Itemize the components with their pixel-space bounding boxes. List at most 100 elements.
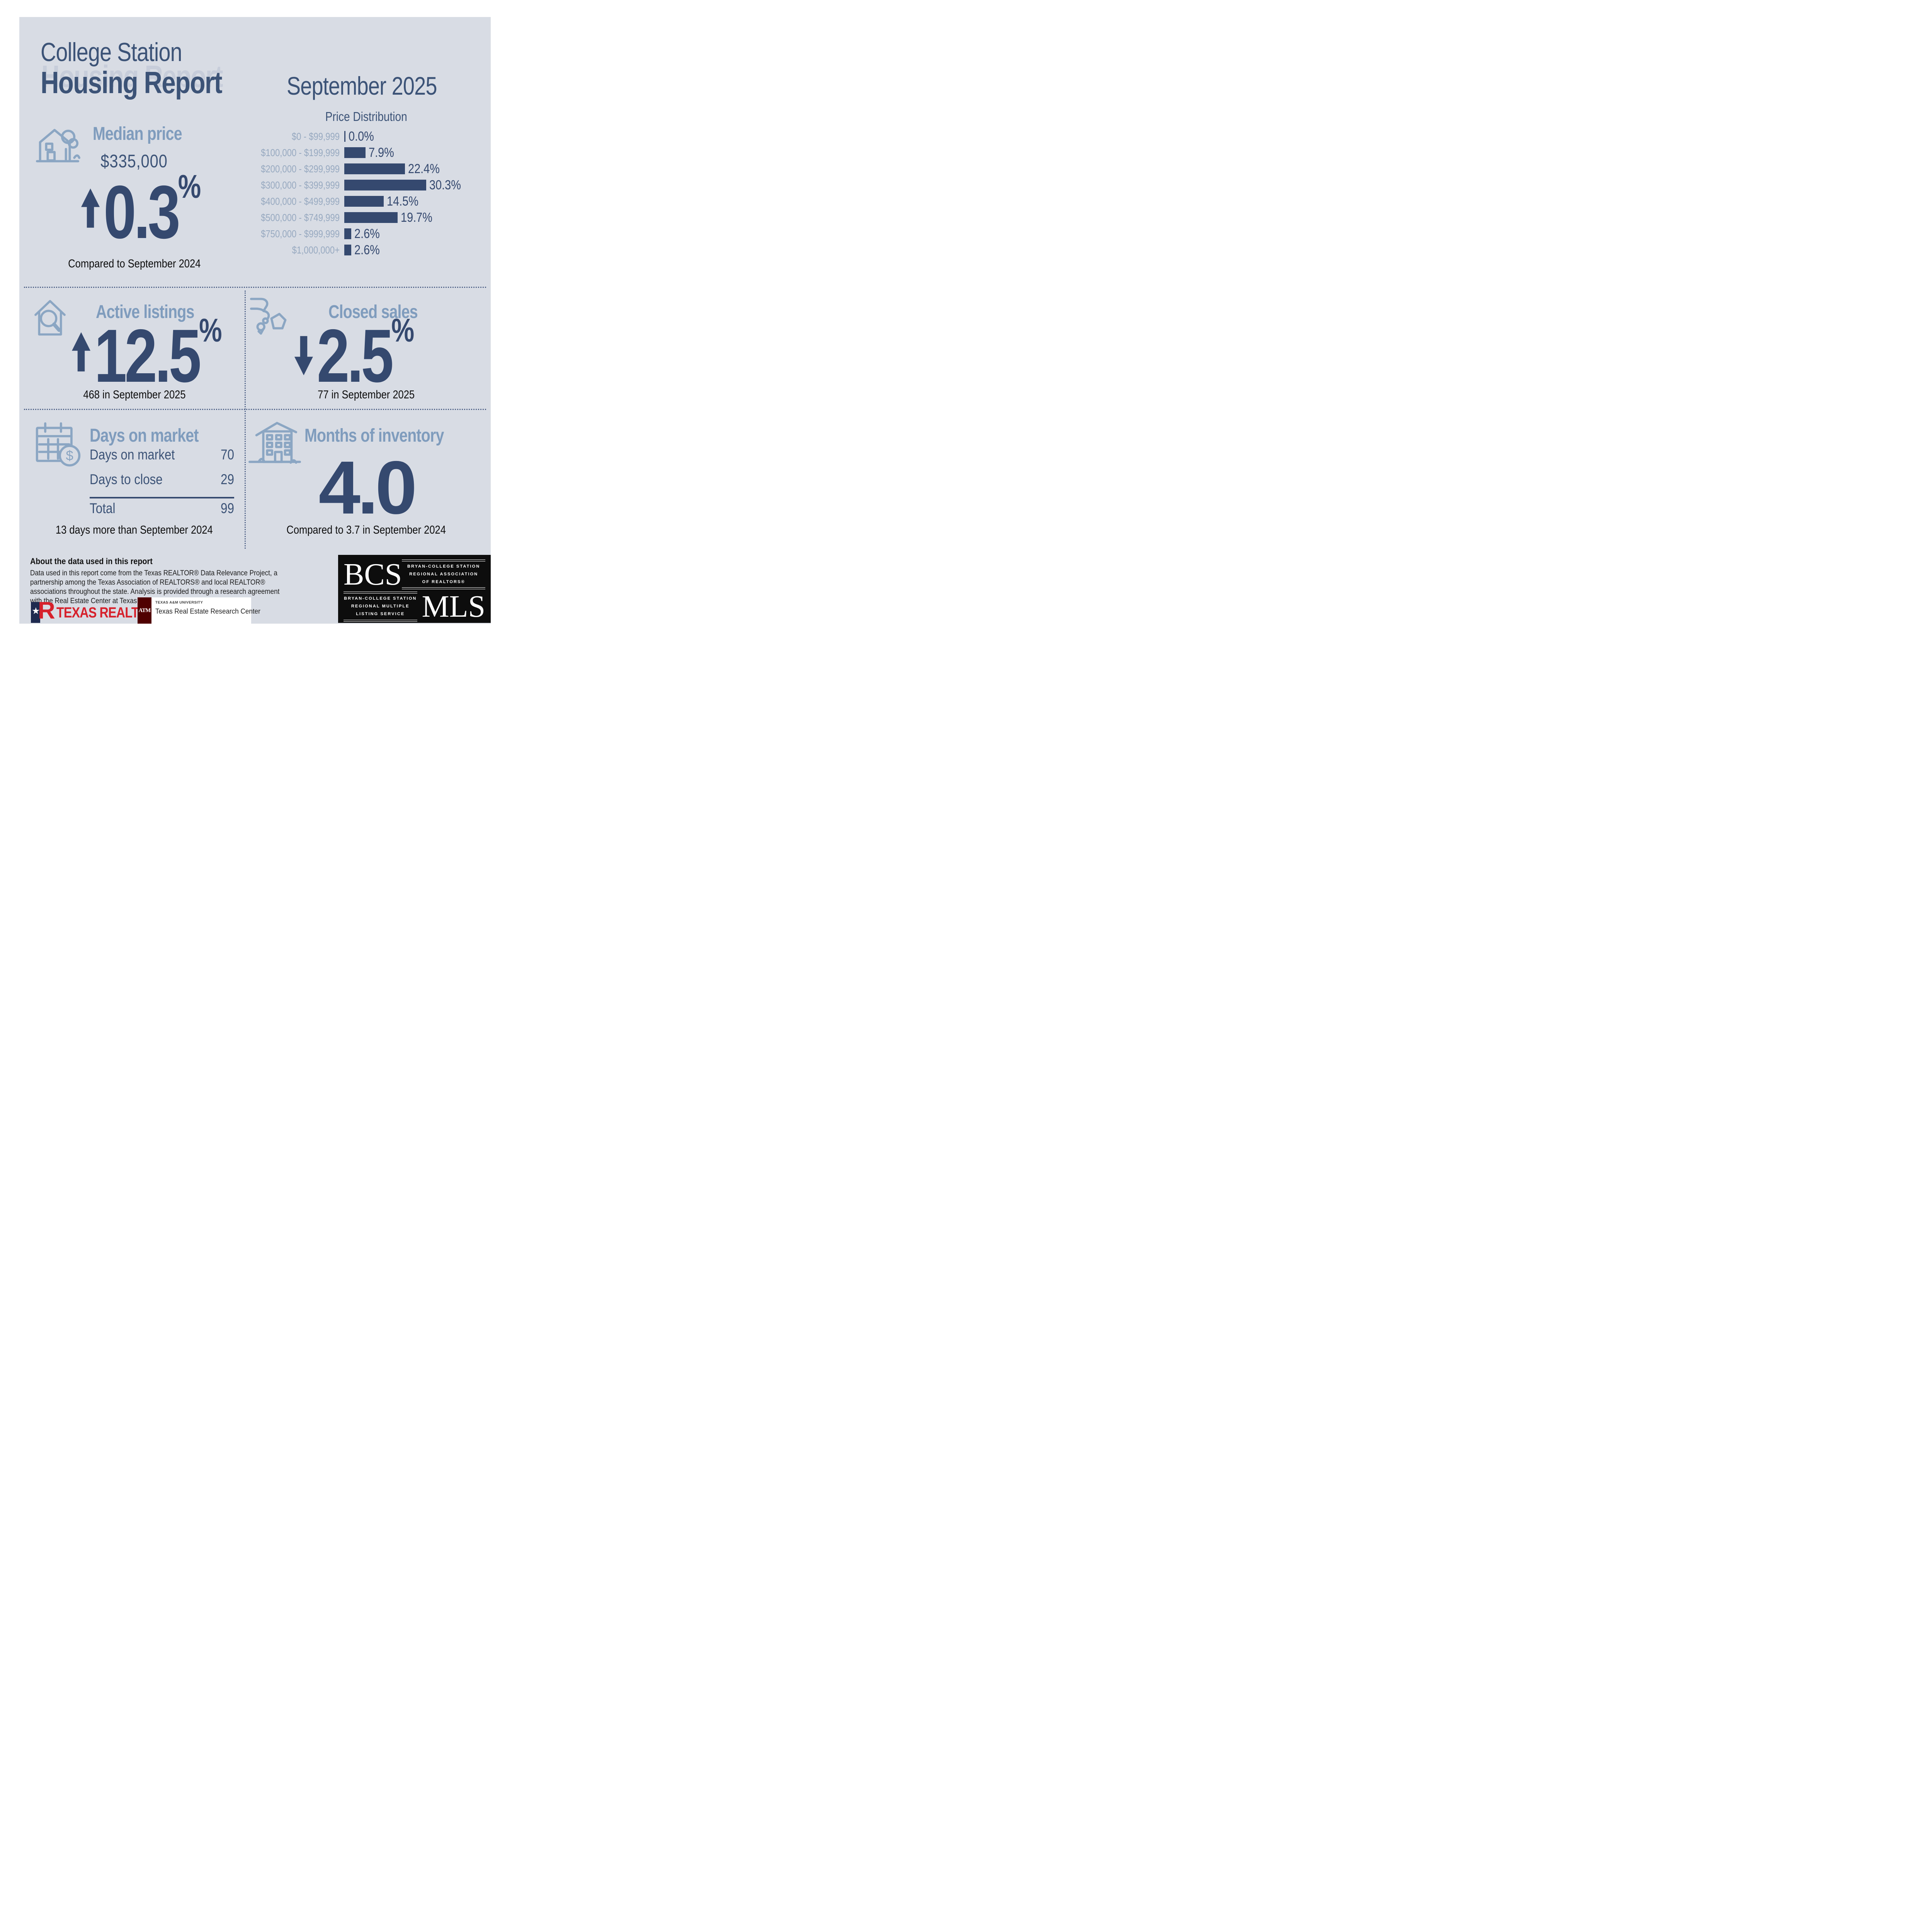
median-price-change-row: 0.3% [81, 168, 228, 254]
days-total-rule [90, 497, 234, 498]
median-price-value: $335,000 [100, 151, 168, 171]
tamu-university-label: TEXAS A&M UNIVERSITY [155, 600, 203, 605]
price-range-label: $500,000 - $749,999 [261, 211, 340, 223]
days-total-label: Total [90, 500, 116, 516]
active-listings-change-row: 12.5% [72, 311, 257, 398]
page-root: College Station Housing Report Housing R… [0, 0, 512, 641]
percent-sign: % [391, 311, 415, 349]
mls-line: REGIONAL MULTIPLE [351, 604, 410, 609]
days-on-market-caption: 13 days more than September 2024 [56, 524, 213, 536]
price-distribution-row: $0 - $99,999 0.0% [245, 128, 489, 145]
days-on-market-heading: Days on market [90, 425, 199, 446]
price-distribution-row: $200,000 - $299,999 22.4% [245, 161, 489, 177]
mls-bottom-row: BRYAN-COLLEGE STATION REGIONAL MULTIPLE … [344, 590, 486, 624]
median-price-caption: Compared to September 2024 [68, 257, 201, 270]
days-total-value: 99 [221, 500, 234, 516]
bcs-assoc-lines: BRYAN-COLLEGE STATION REGIONAL ASSOCIATI… [402, 560, 485, 590]
title-text: College Station [41, 37, 182, 67]
percent-sign: % [199, 311, 222, 349]
mls-line: BRYAN-COLLEGE STATION [344, 596, 417, 601]
price-range-percent: 30.3% [429, 177, 461, 192]
price-distribution-row: $100,000 - $199,999 7.9% [245, 145, 489, 161]
page-title-ghost: Housing Report [41, 59, 223, 94]
days-total-row: Total 99 [90, 500, 234, 517]
days-on-market-heading-wrap: Days on market [90, 425, 223, 446]
assoc-line: BRYAN-COLLEGE STATION [407, 564, 480, 569]
price-range-percent: 14.5% [386, 194, 418, 209]
about-body-line: Data used in this report come from the T… [30, 569, 277, 577]
median-price-change: 0.3% [104, 168, 201, 254]
calendar-dollar-icon: $ [34, 421, 83, 470]
divider-row2 [24, 409, 486, 410]
tamu-research-center-logo: ATM TEXAS A&M UNIVERSITY Texas Real Esta… [138, 597, 260, 624]
price-range-bar [344, 212, 398, 223]
median-price-value-wrap: $335,000 [24, 150, 245, 172]
mls-acronym: MLS [422, 590, 486, 624]
days-row-label: Days to close [90, 471, 163, 487]
price-range-percent: 7.9% [369, 145, 395, 160]
assoc-line: REGIONAL ASSOCIATION [409, 571, 478, 577]
double-rule [344, 619, 417, 622]
days-table-row: Days on market 70 [90, 447, 234, 463]
days-row-value: 70 [221, 447, 234, 463]
star-icon: ★ [32, 606, 40, 616]
months-inventory-heading: Months of inventory [304, 425, 444, 446]
apartment-building-icon [248, 420, 301, 466]
price-range-percent: 2.6% [354, 242, 380, 257]
price-range-percent: 2.6% [354, 226, 380, 241]
months-inventory-caption: Compared to 3.7 in September 2024 [286, 524, 446, 536]
price-distribution-row: $400,000 - $499,999 14.5% [245, 193, 489, 209]
divider-row1 [24, 287, 486, 288]
page-title-line2: Housing Report [41, 65, 223, 100]
active-listings-caption: 468 in September 2025 [83, 388, 186, 401]
price-distribution-title: Price Distribution [325, 109, 407, 124]
median-price-heading: Median price [93, 124, 182, 144]
svg-text:$: $ [66, 448, 73, 463]
price-distribution-row: $1,000,000+ 2.6% [245, 242, 489, 258]
price-range-percent: 0.0% [349, 129, 374, 144]
page-title-line1: College Station [41, 37, 213, 67]
price-range-label: $400,000 - $499,999 [261, 195, 340, 207]
report-panel: College Station Housing Report Housing R… [19, 17, 491, 624]
months-inventory-heading-wrap: Months of inventory [304, 425, 474, 446]
price-distribution-title-wrap: Price Distribution [245, 109, 488, 124]
months-inventory-value-wrap: 4.0 [245, 450, 488, 526]
bcs-top-row: BCS BRYAN-COLLEGE STATION REGIONAL ASSOC… [344, 557, 485, 592]
tamu-atm-icon: ATM [138, 597, 151, 624]
price-range-label: $1,000,000+ [292, 244, 340, 256]
active-listings-change: 12.5% [94, 311, 222, 398]
price-range-bar [344, 163, 405, 174]
bcs-mls-logo: BCS BRYAN-COLLEGE STATION REGIONAL ASSOC… [338, 555, 491, 623]
tamu-text-block: TEXAS A&M UNIVERSITY Texas Real Estate R… [151, 597, 260, 624]
mls-line: LISTING SERVICE [356, 611, 405, 616]
about-body-line: partnership among the Texas Association … [30, 578, 265, 587]
report-period: September 2025 [287, 71, 437, 100]
percent-sign: % [178, 168, 201, 205]
house-search-icon [31, 296, 70, 338]
price-range-bar [344, 245, 352, 255]
price-range-label: $300,000 - $399,999 [261, 179, 340, 191]
closed-sales-caption: 77 in September 2025 [318, 388, 415, 401]
active-listings-heading-wrap: Active listings [96, 301, 216, 323]
tr-r-letter: R [38, 597, 55, 624]
price-range-bar [344, 196, 384, 207]
active-listings-heading: Active listings [96, 302, 194, 322]
tamu-center-label: Texas Real Estate Research Center [155, 607, 260, 615]
price-range-bar [344, 147, 366, 158]
days-table-row: Days to close 29 [90, 471, 234, 488]
price-range-bar [344, 228, 352, 239]
bcs-acronym: BCS [344, 557, 402, 592]
house-tree-icon [35, 121, 80, 165]
up-arrow-icon [72, 332, 90, 372]
double-rule [402, 587, 485, 590]
price-range-label: $100,000 - $199,999 [261, 146, 340, 158]
double-rule [344, 592, 417, 594]
price-range-percent: 19.7% [400, 210, 432, 225]
price-range-bar [344, 131, 345, 142]
closed-sales-heading-wrap: Closed sales [328, 301, 437, 323]
closed-sales-change: 2.5% [317, 311, 414, 398]
flag-bar-icon [31, 602, 40, 623]
days-table: Days on market 70 Days to close 29 Total… [90, 447, 234, 525]
closed-sales-heading: Closed sales [328, 302, 418, 322]
price-distribution-chart: $0 - $99,999 0.0% $100,000 - $199,999 7.… [245, 128, 489, 258]
